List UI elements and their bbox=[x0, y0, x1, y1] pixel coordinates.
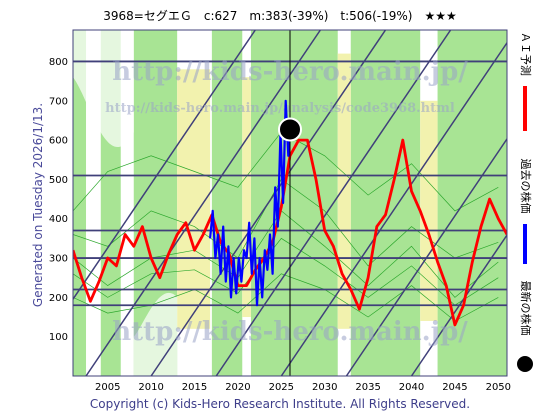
green-band-6 bbox=[437, 30, 507, 376]
envelope-line-4 bbox=[73, 273, 499, 322]
x-tick-label-2045: 2045 bbox=[442, 382, 467, 393]
legend-past-price-label: 過去の株価 bbox=[519, 158, 532, 214]
diagonal-line-1 bbox=[85, 30, 322, 376]
chart-header: 3968=セグエＧ c:627 m:383(-39%) t:506(-19%) ★★★ bbox=[0, 7, 560, 24]
target-forecast: t:506(-19%) bbox=[340, 9, 413, 23]
y-axis: 100 200 300 400 500 600 700 800 bbox=[49, 57, 68, 343]
yellow-band-2 bbox=[337, 53, 351, 329]
legend: ＡＩ予測 過去の株価 最新の株価 bbox=[512, 28, 540, 388]
x-tick-label-2015: 2015 bbox=[182, 382, 207, 393]
y-tick-label-200: 200 bbox=[49, 293, 68, 304]
latest-price-marker bbox=[278, 117, 302, 142]
y-tick-label-800: 800 bbox=[49, 57, 68, 68]
legend-ai-forecast-label: ＡＩ予測 bbox=[519, 32, 532, 76]
copyright-footer: Copyright (c) Kids-Hero Research Institu… bbox=[89, 397, 471, 411]
x-tick-label-2020: 2020 bbox=[225, 382, 250, 393]
band-gap-1 bbox=[133, 292, 178, 376]
past-price-series-line bbox=[209, 99, 292, 307]
diagonal-line-6 bbox=[410, 233, 507, 376]
x-tick-label-2010: 2010 bbox=[138, 382, 163, 393]
x-tick-label-2005: 2005 bbox=[95, 382, 120, 393]
y-tick-label-100: 100 bbox=[49, 332, 68, 343]
x-axis: 2005 2010 2015 2020 2025 2030 2035 2040 2045 2050 bbox=[95, 382, 511, 393]
x-tick-label-2030: 2030 bbox=[312, 382, 337, 393]
envelope-line-2 bbox=[73, 237, 499, 306]
yellow-band-3 bbox=[420, 100, 438, 321]
x-tick-label-2025: 2025 bbox=[269, 382, 294, 393]
plot-frame bbox=[72, 29, 508, 377]
y-tick-label-600: 600 bbox=[49, 136, 68, 147]
diagonal-line-2 bbox=[150, 30, 387, 376]
yellow-band-1 bbox=[242, 77, 251, 318]
band-gap-0 bbox=[73, 30, 134, 148]
x-tick-label-2040: 2040 bbox=[399, 382, 424, 393]
diagonal-line-3 bbox=[215, 30, 452, 376]
x-tick-label-2050: 2050 bbox=[486, 382, 511, 393]
legend-past-price-swatch bbox=[523, 224, 527, 264]
rating-stars: ★★★ bbox=[424, 9, 457, 23]
legend-latest-price-marker bbox=[517, 356, 533, 372]
current-price: c:627 bbox=[203, 9, 238, 23]
x-tick-label-2035: 2035 bbox=[355, 382, 380, 393]
stock-code-name: 3968=セグエＧ bbox=[103, 9, 192, 23]
generated-date-label: Generated on Tuesday 2026/1/13. bbox=[31, 102, 45, 308]
diagonal-line-4 bbox=[280, 41, 507, 376]
y-tick-label-500: 500 bbox=[49, 175, 68, 186]
median-forecast: m:383(-39%) bbox=[249, 9, 329, 23]
diagonal-line-0 bbox=[73, 30, 256, 301]
trend-diagonals bbox=[73, 30, 507, 376]
legend-ai-forecast-swatch bbox=[523, 86, 527, 131]
legend-latest-price-label: 最新の株価 bbox=[519, 280, 532, 336]
green-band-4 bbox=[250, 30, 338, 376]
watermark-sub: http://kids-hero.main.jp/analysis/code39… bbox=[105, 101, 455, 116]
y-tick-label-400: 400 bbox=[49, 214, 68, 225]
y-tick-label-300: 300 bbox=[49, 254, 68, 265]
y-tick-label-700: 700 bbox=[49, 96, 68, 107]
yellow-band-0 bbox=[177, 69, 211, 329]
diagonal-line-5 bbox=[345, 137, 507, 376]
